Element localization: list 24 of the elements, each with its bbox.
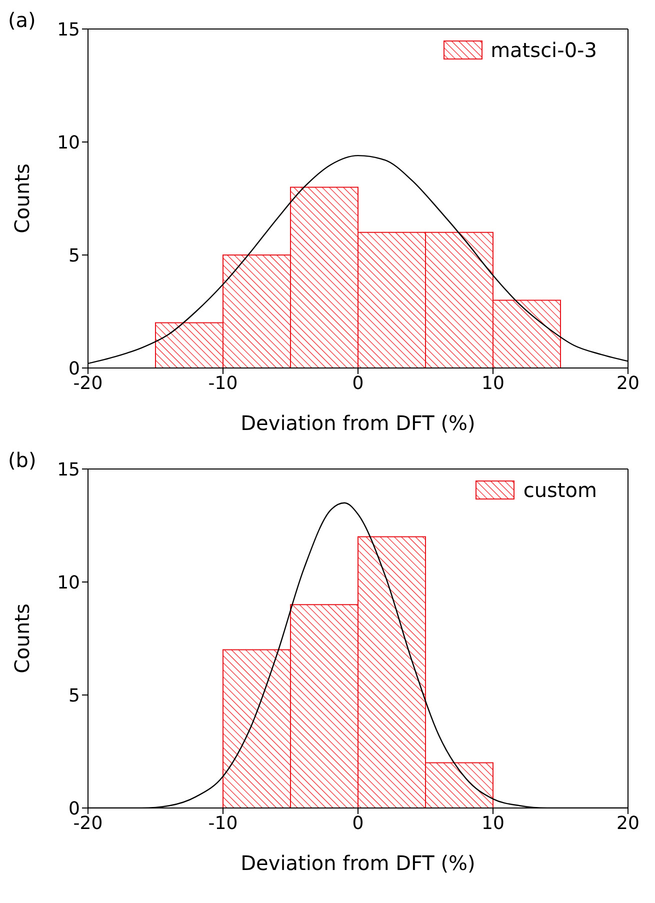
y-tick-label: 10: [57, 132, 80, 154]
y-tick-label: 15: [57, 459, 80, 480]
y-axis-title: Counts: [10, 604, 34, 674]
x-tick-label: -10: [208, 812, 238, 834]
y-tick-label: 15: [57, 19, 80, 40]
x-tick-label: 0: [352, 372, 364, 394]
x-tick-label: 10: [482, 372, 504, 394]
text: (a): [8, 8, 36, 32]
x-tick-label: 10: [482, 812, 504, 834]
y-tick-label: 0: [68, 798, 80, 820]
text: (b): [8, 448, 36, 472]
y-tick-label: 0: [68, 358, 80, 380]
y-axis-title: Counts: [10, 164, 34, 234]
x-axis-title: Deviation from DFT (%): [240, 411, 476, 435]
legend-label: matsci-0-3: [490, 38, 597, 62]
legend-label: custom: [523, 478, 597, 502]
x-tick-label: -10: [208, 372, 238, 394]
y-tick-label: 5: [68, 245, 80, 266]
x-tick-label: 0: [352, 812, 364, 834]
y-tick-label: 5: [68, 685, 80, 706]
x-axis-title: Deviation from DFT (%): [240, 851, 476, 875]
x-tick-label: 20: [616, 372, 640, 394]
y-tick-label: 10: [57, 572, 80, 594]
x-tick-label: 20: [616, 812, 640, 834]
